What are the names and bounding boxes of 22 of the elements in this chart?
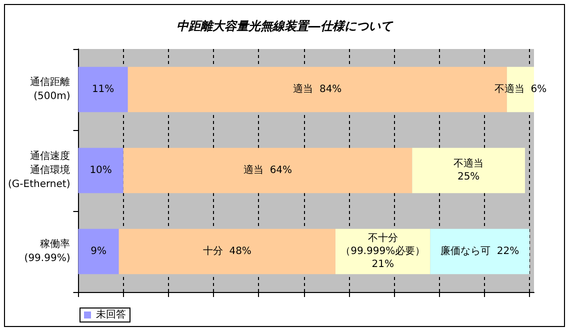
data-label: 9%: [90, 246, 106, 257]
bar: [78, 66, 128, 112]
y-tick-label: 通信速度通信環境 (G-Ethernet): [8, 150, 70, 190]
bar: [412, 148, 525, 194]
bar: [78, 148, 124, 194]
legend-label: 未回答: [96, 308, 126, 320]
y-tick-label: 稼働率 (99.99%): [24, 238, 70, 264]
data-label: 十分 48%: [202, 245, 252, 257]
data-label: 適当 84%: [293, 83, 342, 95]
data-label: 不適当 25%: [454, 158, 484, 182]
data-label: 不十分（99.999%必要） 21%: [340, 232, 426, 270]
data-label: 廉価なら可 22%: [440, 245, 520, 257]
bar: [78, 228, 119, 274]
data-label: 10%: [90, 165, 112, 176]
data-label: 11%: [92, 84, 114, 95]
data-label: 不適当 6%: [494, 83, 547, 95]
chart-title: 中距離大容量光無線装置―仕様について: [176, 19, 394, 33]
bar: [123, 148, 412, 194]
data-label: 適当 64%: [243, 164, 292, 176]
y-tick-label: 通信距離 (500m): [30, 76, 70, 102]
bar: [118, 228, 336, 274]
bar: [430, 228, 530, 274]
